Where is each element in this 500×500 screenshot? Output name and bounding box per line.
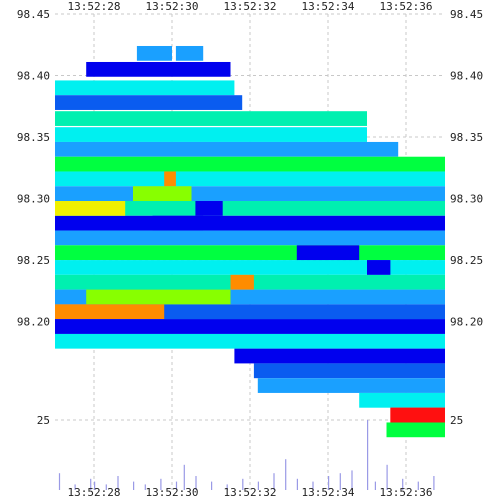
depth-band: [55, 201, 126, 216]
depth-band: [55, 245, 445, 261]
price-tick-label-left: 98.45: [17, 8, 50, 21]
depth-band: [195, 201, 223, 216]
depth-band: [367, 260, 391, 275]
volume-bar: [402, 478, 404, 490]
volume-bar: [175, 481, 178, 490]
price-tick-label-left: 98.35: [17, 131, 50, 144]
depth-band: [55, 201, 445, 216]
depth-band: [253, 363, 445, 379]
depth-band: [359, 392, 445, 408]
depth-band: [55, 230, 445, 246]
volume-bar: [296, 478, 298, 490]
depth-band: [55, 156, 445, 172]
volume-bar: [160, 478, 162, 490]
x-tick-label: 13:52:32: [224, 486, 277, 499]
depth-band: [175, 45, 204, 61]
price-tick-label-right: 98.20: [450, 316, 483, 329]
volume-bar: [312, 481, 314, 490]
volume-bar: [351, 470, 353, 490]
volume-bar: [339, 473, 341, 490]
volume-bar: [374, 481, 376, 490]
depth-band: [86, 61, 231, 77]
depth-band: [164, 171, 176, 187]
volume-bar: [195, 476, 197, 490]
volume-bar: [211, 481, 213, 490]
depth-band: [55, 186, 445, 202]
depth-band: [55, 111, 367, 126]
depth-band: [152, 215, 204, 231]
volume-bar: [144, 484, 146, 490]
volume-bar: [133, 481, 135, 490]
depth-band: [55, 304, 165, 320]
depth-band: [55, 80, 235, 96]
price-tick-label-right: 98.25: [450, 254, 483, 267]
x-tick-label: 13:52:34: [302, 0, 355, 13]
volume-bar: [367, 420, 369, 490]
volume-bar: [90, 478, 92, 490]
volume-bars: [58, 420, 435, 490]
volume-bar: [285, 459, 287, 490]
depth-band: [55, 127, 367, 142]
volume-bar: [74, 484, 76, 490]
volume-bar: [257, 481, 259, 490]
price-tick-label-left: 98.20: [17, 316, 50, 329]
price-tick-label-left: 98.40: [17, 70, 50, 83]
price-tick-label-right: 98.45: [450, 8, 483, 21]
x-tick-label: 13:52:36: [380, 486, 433, 499]
depth-band: [390, 407, 445, 423]
volume-bar: [273, 473, 275, 490]
x-tick-label: 13:52:32: [224, 0, 277, 13]
price-tick-label-right: 98.40: [450, 70, 483, 83]
volume-bar: [58, 473, 61, 490]
volume-tick-label-left: 25: [37, 414, 50, 427]
volume-bar: [386, 464, 388, 490]
depth-band: [234, 348, 445, 364]
depth-band: [55, 95, 243, 110]
volume-bar: [328, 476, 330, 490]
depth-band: [257, 378, 445, 393]
x-tick-label: 13:52:36: [380, 0, 433, 13]
price-tick-label-right: 98.30: [450, 193, 483, 206]
x-tick-label: 13:52:30: [146, 0, 199, 13]
volume-bar: [94, 481, 96, 490]
volume-bar: [417, 481, 419, 490]
x-tick-label: 13:52:30: [146, 486, 199, 499]
depth-band: [55, 171, 445, 187]
x-tick-label: 13:52:28: [68, 0, 121, 13]
depth-band: [296, 245, 360, 261]
depth-band: [230, 274, 254, 290]
volume-bar: [226, 484, 228, 490]
volume-bar: [183, 464, 185, 490]
depth-bands: [55, 45, 445, 438]
depth-band: [86, 289, 231, 305]
price-tick-label-left: 98.25: [17, 254, 50, 267]
depth-band: [386, 422, 445, 438]
depth-band: [136, 45, 172, 61]
depth-band: [55, 319, 445, 334]
price-tick-label-right: 98.35: [450, 131, 483, 144]
depth-band: [55, 215, 445, 231]
volume-bar: [105, 484, 107, 490]
volume-bar: [433, 476, 435, 490]
depth-band: [133, 186, 192, 202]
depth-band: [55, 141, 399, 157]
volume-bar: [242, 478, 244, 490]
x-tick-label: 13:52:28: [68, 486, 121, 499]
axis-ticks: 13:52:28 13:52:28 13:52:30 13:52:30 13:52:32…: [17, 0, 483, 499]
depth-band: [55, 333, 445, 349]
depth-band: [55, 260, 445, 275]
x-tick-label: 13:52:34: [302, 486, 355, 499]
price-tick-label-left: 98.30: [17, 193, 50, 206]
volume-bar: [117, 476, 119, 490]
volume-tick-label-right: 25: [450, 414, 463, 427]
